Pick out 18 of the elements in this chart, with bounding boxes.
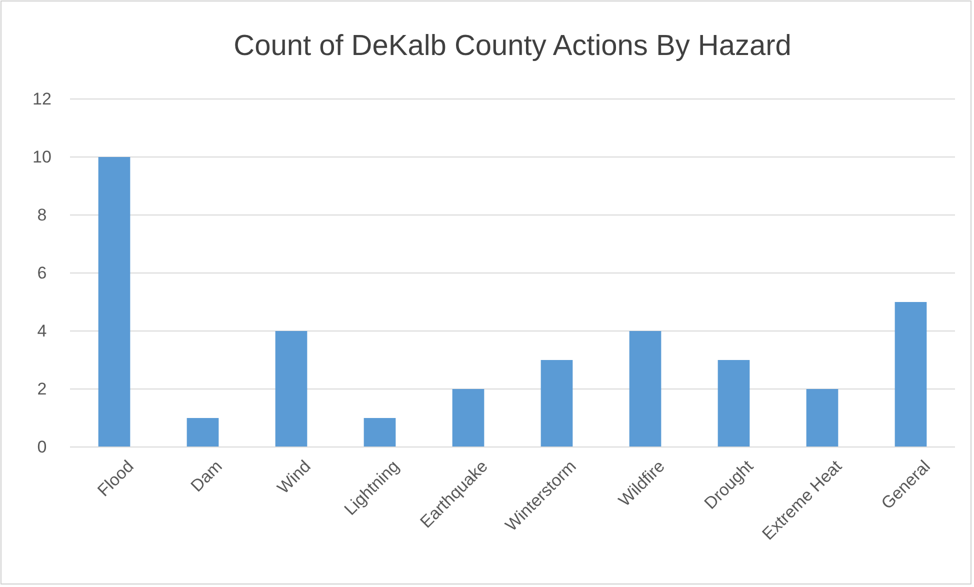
y-tick-label: 8 (37, 205, 47, 224)
bar (452, 389, 484, 447)
bar (186, 418, 219, 447)
y-tick-label: 0 (37, 437, 47, 456)
bar (540, 360, 573, 447)
bar (364, 418, 396, 447)
bar (275, 331, 308, 447)
bar (98, 157, 130, 447)
y-tick-label: 4 (37, 321, 47, 340)
chart-title: Count of DeKalb County Actions By Hazard (234, 30, 792, 62)
y-tick-label: 6 (37, 263, 47, 282)
y-tick-label: 12 (32, 89, 52, 108)
y-tick-label: 10 (32, 147, 52, 166)
bar (806, 389, 838, 447)
y-tick-label: 2 (37, 379, 47, 398)
bar (629, 331, 662, 447)
bar (894, 302, 927, 447)
bar (718, 360, 750, 447)
